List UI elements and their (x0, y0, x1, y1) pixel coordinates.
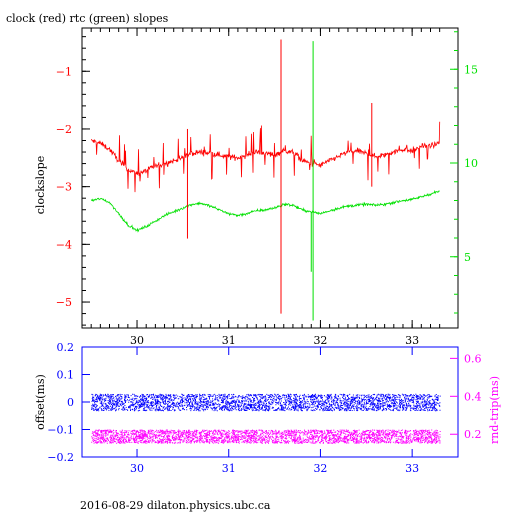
bottom-y2-tick-label: 0.6 (464, 352, 482, 365)
bottom-x-tick-label: 31 (222, 462, 236, 475)
top-y-tick-label: −1 (56, 65, 72, 78)
top-y-tick-label: −2 (56, 123, 72, 136)
bottom-y-tick-label: −0.1 (47, 424, 74, 437)
top-x-tick-label: 31 (222, 334, 236, 347)
series-offset-dots (91, 393, 441, 412)
bottom-x-axis: 30 31 32 33 (130, 347, 419, 475)
top-y-tick-label: −3 (56, 181, 72, 194)
top-x-axis: 30 31 32 33 (90, 28, 441, 347)
top-left-axis: −1 −2 −3 −4 −5 (56, 36, 90, 326)
bottom-series-layer (91, 393, 441, 444)
top-x-tick-label: 30 (130, 334, 144, 347)
top-y2-tick-label: 5 (464, 251, 471, 264)
bottom-y-tick-label: 0.2 (57, 341, 75, 354)
top-right-axis: 5 10 15 (450, 31, 478, 314)
footer-caption: 2016-08-29 dilaton.physics.ubc.ca (80, 499, 271, 512)
series-rnd-trip-dots (91, 429, 441, 444)
bottom-y2-axis-label: rnd-trip(ms) (488, 376, 501, 444)
top-x-tick-label: 33 (405, 334, 419, 347)
top-y-axis-label: clockslope (34, 156, 47, 214)
top-y-tick-label: −5 (56, 296, 72, 309)
bottom-left-axis: 0.2 0.1 0 −0.1 −0.2 (47, 341, 90, 464)
bottom-right-axis: 0.2 0.4 0.6 (450, 352, 482, 441)
bottom-y-tick-label: 0.1 (57, 369, 75, 382)
chart-title: clock (red) rtc (green) slopes (6, 12, 169, 25)
bottom-y-tick-label: 0 (67, 396, 74, 409)
bottom-y2-tick-label: 0.4 (464, 390, 482, 403)
top-y2-tick-label: 10 (464, 157, 478, 170)
top-y2-tick-label: 15 (464, 63, 478, 76)
bottom-y2-tick-label: 0.2 (464, 428, 482, 441)
top-series-layer (90, 39, 441, 321)
bottom-y-tick-label: −0.2 (47, 451, 74, 464)
bottom-x-tick-label: 32 (313, 462, 327, 475)
top-y-tick-label: −4 (56, 238, 72, 251)
series-rnd-trip-points (91, 429, 441, 444)
series-clock-line (90, 121, 441, 193)
bottom-y-axis-label: offset(ms) (34, 374, 47, 430)
top-x-tick-label: 32 (313, 334, 327, 347)
top-plot-frame (81, 27, 459, 329)
bottom-x-tick-label: 33 (405, 462, 419, 475)
bottom-x-tick-label: 30 (130, 462, 144, 475)
series-offset-points (91, 393, 441, 412)
series-rtc-line (90, 189, 440, 233)
